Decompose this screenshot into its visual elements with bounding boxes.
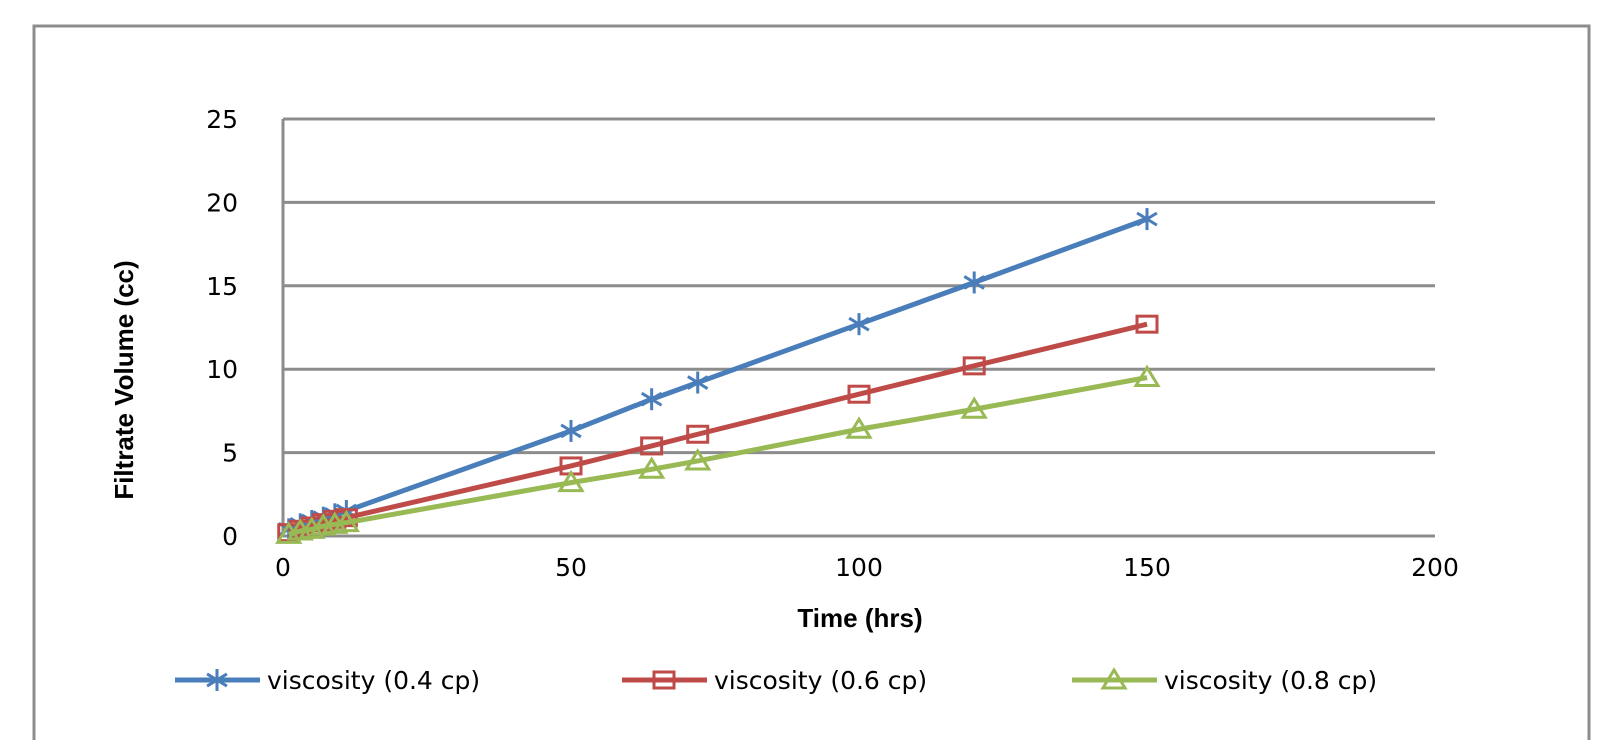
data-point	[332, 509, 361, 533]
data-point	[686, 424, 710, 444]
legend-item-2: viscosity (0.6 cp)	[622, 666, 927, 695]
legend: viscosity (0.4 cp) viscosity (0.6 cp) visc…	[175, 666, 1377, 695]
x-tick-label: 100	[835, 553, 883, 582]
y-tick-label: 15	[206, 272, 238, 301]
data-point	[1133, 364, 1161, 388]
data-point	[960, 396, 988, 419]
data-point	[1136, 208, 1158, 231]
x-tick-label: 150	[1123, 553, 1171, 582]
legend-label: viscosity (0.4 cp)	[267, 666, 480, 695]
data-point	[845, 416, 873, 439]
x-axis-title: Time (hrs)	[797, 603, 922, 633]
chart-border	[32, 24, 1591, 740]
x-tick-label: 200	[1411, 553, 1459, 582]
y-axis-title: Filtrate Volume (cc)	[109, 260, 139, 499]
data-point	[687, 371, 709, 394]
series-3	[275, 364, 1161, 544]
data-point	[640, 388, 663, 411]
data-point	[684, 448, 712, 471]
data-point	[847, 384, 871, 404]
legend-marker-square-icon	[652, 670, 676, 690]
x-tick-label: 0	[275, 553, 291, 582]
data-point	[637, 456, 666, 479]
legend-label: viscosity (0.6 cp)	[714, 666, 927, 695]
y-tick-label: 5	[222, 439, 238, 468]
legend-marker-triangle-icon	[1100, 667, 1128, 690]
data-point	[640, 436, 664, 456]
data-point	[848, 313, 870, 336]
data-point	[1135, 314, 1159, 334]
data-point	[963, 271, 985, 294]
data-point	[962, 356, 986, 376]
series-group	[275, 208, 1161, 544]
data-point	[557, 469, 585, 493]
y-tick-labels: 0 5 10 15 20 25	[206, 105, 238, 551]
legend-item-3: viscosity (0.8 cp)	[1072, 666, 1377, 695]
x-tick-labels: 0 50 100 150 200	[275, 553, 1459, 582]
y-tick-label: 0	[222, 522, 238, 551]
legend-marker-asterisk-icon	[206, 669, 228, 691]
series-line	[288, 375, 1148, 537]
x-tick-label: 50	[555, 553, 587, 582]
data-point	[560, 419, 582, 442]
gridlines	[283, 117, 1435, 538]
y-tick-label: 20	[206, 188, 238, 217]
legend-label: viscosity (0.8 cp)	[1164, 666, 1377, 695]
legend-item-1: viscosity (0.4 cp)	[175, 666, 480, 695]
y-tick-label: 25	[206, 105, 238, 134]
y-tick-label: 10	[206, 355, 238, 384]
